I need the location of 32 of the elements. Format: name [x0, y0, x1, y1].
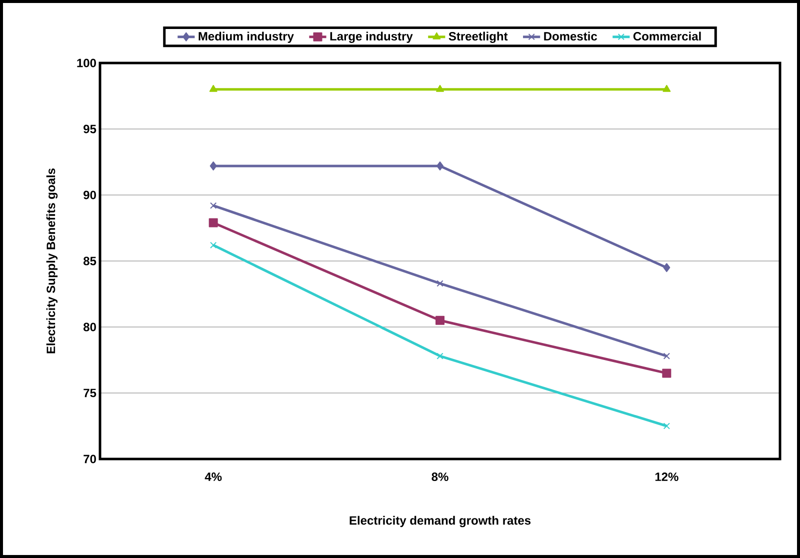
legend-label: Commercial: [633, 32, 701, 41]
x-tick-label: 12%: [655, 472, 678, 482]
point: [436, 84, 444, 92]
point: [436, 352, 444, 360]
y-tick-label: 95: [84, 124, 96, 134]
point: [436, 280, 444, 287]
point: [210, 202, 217, 209]
legend-label: Large industry: [330, 32, 413, 43]
point: [436, 161, 444, 170]
legend-label: Medium industry: [198, 32, 294, 43]
y-tick-label: 100: [77, 58, 96, 68]
point: [210, 242, 217, 248]
legend-label: Streetlight: [448, 32, 508, 43]
x-tick-label: 8%: [432, 472, 448, 482]
point: [663, 422, 670, 430]
legend-label: Domestic: [544, 32, 598, 41]
y-tick-label: 85: [84, 256, 96, 266]
point: [663, 352, 670, 360]
y-tick-label: 90: [84, 190, 96, 200]
y-tick-label: 70: [84, 454, 96, 464]
point: [209, 84, 218, 92]
y-axis-title: Electricity Supply Benefits goals: [46, 168, 58, 354]
y-tick-label: 75: [84, 388, 96, 398]
point: [662, 84, 671, 92]
point: [436, 316, 445, 325]
point: [210, 161, 217, 170]
y-tick-label: 80: [84, 322, 96, 332]
point: [208, 218, 218, 228]
point: [663, 263, 670, 272]
x-axis-title: Electricity demand growth rates: [350, 516, 531, 528]
x-tick-label: 4%: [204, 472, 222, 481]
point: [662, 368, 672, 378]
